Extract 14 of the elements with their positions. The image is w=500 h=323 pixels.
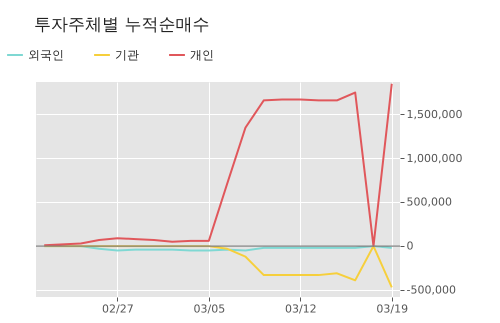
x-tick-label: 03/12 [284, 302, 317, 316]
y-tick-label: 0 [406, 240, 414, 253]
legend-label: 개인 [190, 48, 214, 62]
legend-label: 기관 [115, 48, 139, 62]
y-tick-label: 1,000,000 [406, 152, 462, 165]
y-tick-label: -500,000 [406, 283, 456, 296]
y-tick-label: 500,000 [406, 196, 452, 209]
chart-title: 투자주체별 누적순매수 [34, 15, 210, 35]
legend-label: 외국인 [28, 48, 64, 62]
x-tick-label: 03/05 [194, 302, 226, 316]
x-tick-label: 03/19 [376, 302, 408, 316]
y-tick-label: 1,500,000 [406, 108, 462, 121]
x-tick-label: 02/27 [102, 302, 134, 316]
line-series [43, 82, 393, 248]
